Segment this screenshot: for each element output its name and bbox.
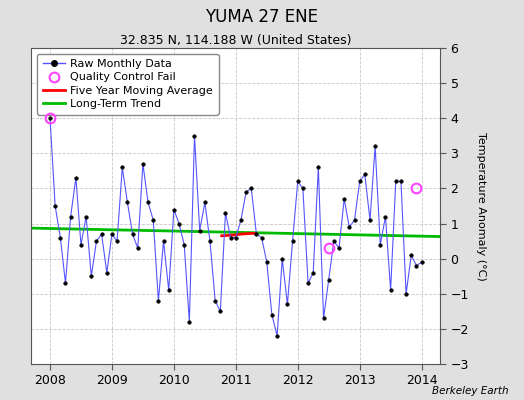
Text: Berkeley Earth: Berkeley Earth [432, 386, 508, 396]
Title: 32.835 N, 114.188 W (United States): 32.835 N, 114.188 W (United States) [120, 34, 352, 47]
Text: YUMA 27 ENE: YUMA 27 ENE [205, 8, 319, 26]
Legend: Raw Monthly Data, Quality Control Fail, Five Year Moving Average, Long-Term Tren: Raw Monthly Data, Quality Control Fail, … [37, 54, 219, 115]
Y-axis label: Temperature Anomaly (°C): Temperature Anomaly (°C) [476, 132, 486, 280]
